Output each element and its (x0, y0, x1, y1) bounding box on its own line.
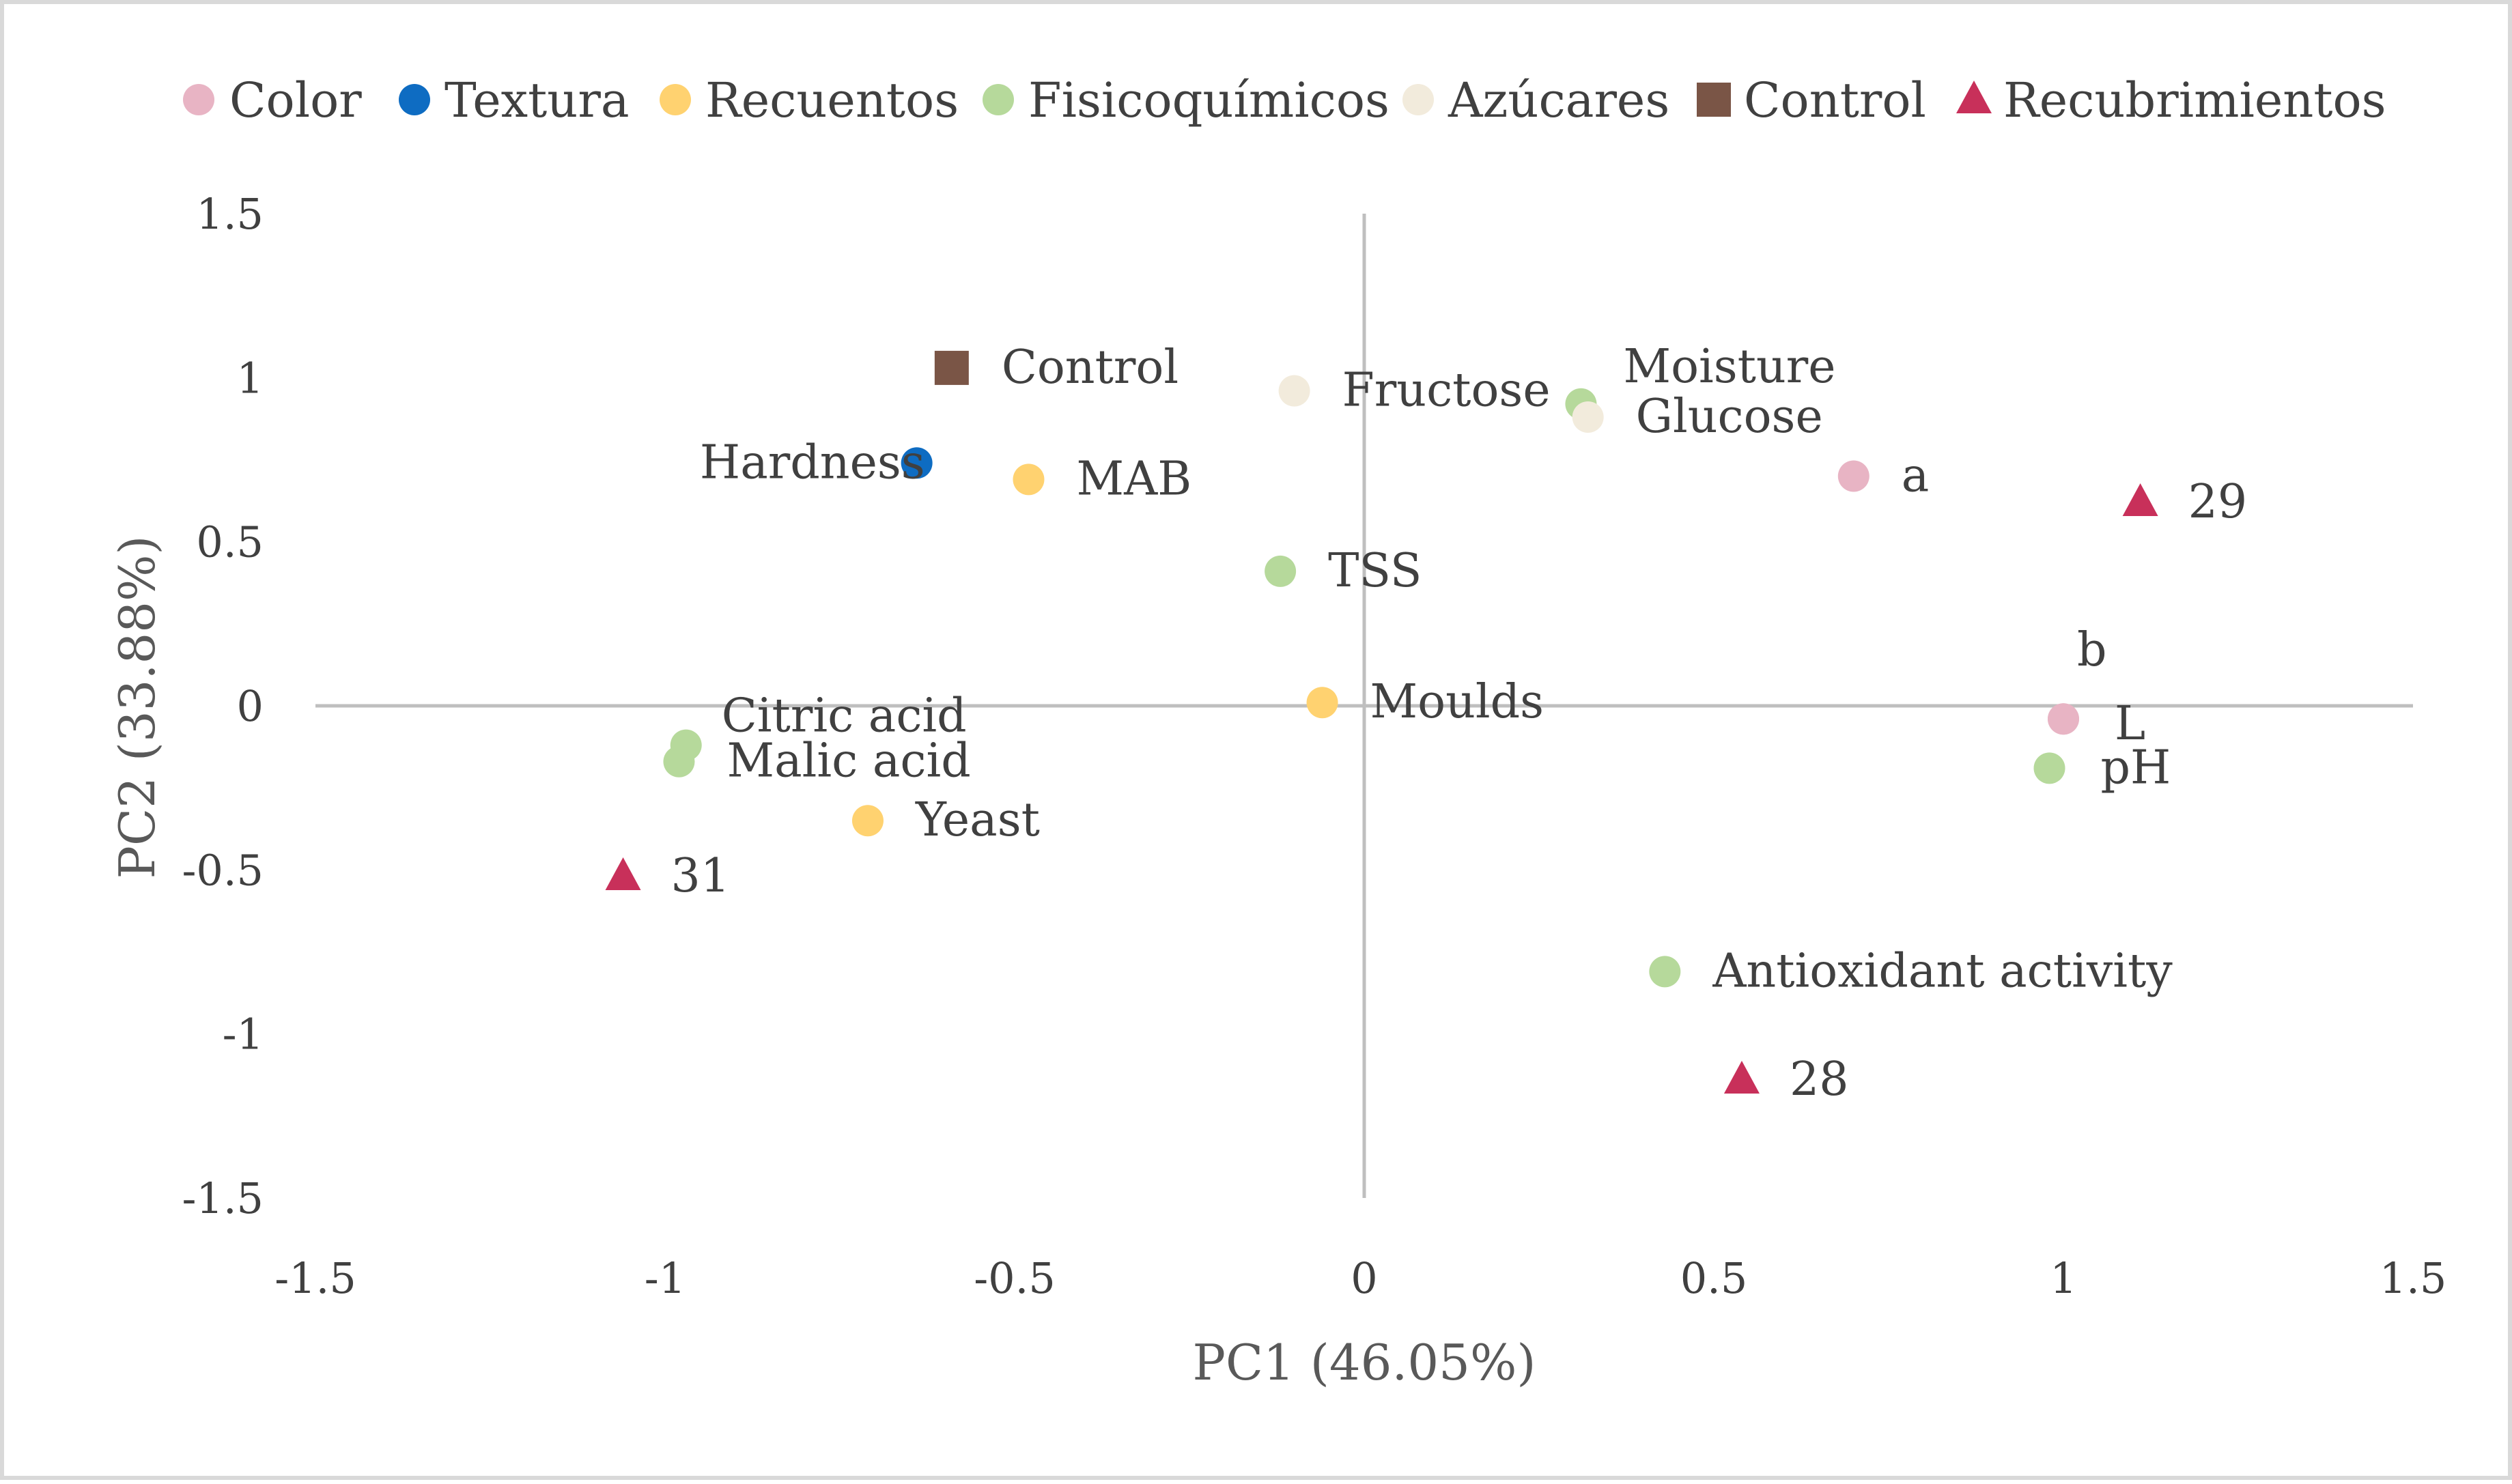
point-label-citric-acid: Citric acid (722, 689, 967, 743)
point-antioxidant-activity (1649, 956, 1681, 988)
point-malic-acid (663, 745, 695, 777)
point-label-a: a (1902, 449, 1930, 503)
point-label-hardness: Hardness (700, 436, 925, 489)
point-28 (1723, 1060, 1760, 1094)
point-hardness (901, 447, 933, 479)
tick-labels: -1.5 -1 -0.5 0 0.5 1 1.5 -1.5 -1 -0.5 0 0.5 1 1.5 (182, 189, 2446, 1303)
legend-item-color: Color (183, 72, 362, 128)
point-label-31: 31 (671, 849, 731, 903)
data-points (605, 350, 2158, 1094)
point-label-b: b (2077, 623, 2107, 677)
legend-marker-fisicoquimicos (983, 84, 1014, 115)
point-label-l: L (2115, 697, 2145, 751)
point-31 (605, 857, 641, 890)
x-tick-label: -1 (645, 1253, 686, 1303)
point-control (934, 350, 969, 385)
point-label-moisture: Moisture (1623, 340, 1835, 394)
x-tick-label: -0.5 (974, 1253, 1056, 1303)
point-label-glucose: Glucose (1636, 390, 1823, 444)
y-axis-title: PC2 (33.88%) (109, 536, 166, 879)
legend-marker-recuentos (660, 84, 691, 115)
point-label-yeast: Yeast (915, 793, 1040, 847)
y-tick-label: 1 (237, 353, 264, 403)
point-label-ph: pH (2101, 741, 2171, 795)
point-label-antioxidant-activity: Antioxidant activity (1712, 944, 2173, 998)
legend-item-recubrimientos: Recubrimientos (1956, 72, 2386, 128)
point-label-tss: TSS (1328, 544, 1422, 598)
legend-marker-textura (399, 84, 430, 115)
scatter-plot: Color Textura Recuentos Fisicoquímicos Azúca… (109, 72, 2446, 1391)
point-label-28: 28 (1790, 1053, 1849, 1107)
legend-label: Fisicoquímicos (1028, 72, 1389, 128)
point-l (2048, 703, 2079, 735)
legend-label: Textura (444, 72, 630, 128)
x-tick-label: 1.5 (2380, 1253, 2447, 1303)
point-label-moulds: Moulds (1370, 675, 1544, 729)
point-moulds (1306, 687, 1338, 719)
y-tick-label: 1.5 (196, 189, 264, 239)
y-tick-label: -1 (223, 1010, 264, 1059)
point-fructose (1278, 375, 1310, 407)
legend-item-control: Control (1697, 72, 1926, 128)
point-tss (1265, 555, 1297, 587)
legend-item-fisicoquimicos: Fisicoquímicos (983, 72, 1389, 128)
y-tick-label: -1.5 (182, 1173, 264, 1223)
legend-label: Control (1744, 72, 1926, 128)
legend-marker-color (183, 84, 214, 115)
y-tick-label: -0.5 (182, 845, 264, 895)
point-a (1837, 460, 1869, 492)
x-axis-title: PC1 (46.05%) (1193, 1334, 1536, 1391)
legend-marker-azucares (1402, 84, 1434, 115)
point-29 (2122, 483, 2158, 516)
x-tick-label: 0.5 (1680, 1253, 1748, 1303)
x-tick-label: 1 (2050, 1253, 2076, 1303)
point-yeast (851, 805, 884, 837)
legend-label: Recuentos (705, 72, 959, 128)
point-label-malic-acid: Malic acid (726, 734, 970, 788)
legend-item-recuentos: Recuentos (660, 72, 959, 128)
point-label-29: 29 (2188, 475, 2248, 529)
axes (315, 214, 2413, 1198)
point-label-fructose: Fructose (1342, 364, 1551, 418)
point-label-control: Control (1002, 341, 1179, 395)
point-labels: a bL Hardness MAB Moulds Yeast Moisture TSS Citr… (671, 340, 2248, 1107)
x-tick-label: -1.5 (274, 1253, 356, 1303)
point-label-mab: MAB (1076, 452, 1191, 506)
y-tick-label: 0 (237, 681, 264, 731)
legend-label: Color (229, 72, 362, 128)
point-ph (2033, 752, 2065, 784)
legend: Color Textura Recuentos Fisicoquímicos Azúca… (183, 72, 2386, 128)
legend-marker-recubrimientos (1956, 81, 1992, 113)
legend-marker-control (1697, 83, 1731, 117)
legend-label: Azúcares (1448, 72, 1669, 128)
point-glucose (1572, 401, 1604, 433)
x-tick-label: 0 (1351, 1253, 1377, 1303)
point-mab (1013, 463, 1045, 496)
legend-label: Recubrimientos (2003, 72, 2386, 128)
y-tick-label: 0.5 (196, 517, 264, 567)
legend-item-azucares: Azúcares (1402, 72, 1669, 128)
legend-item-textura: Textura (399, 72, 630, 128)
